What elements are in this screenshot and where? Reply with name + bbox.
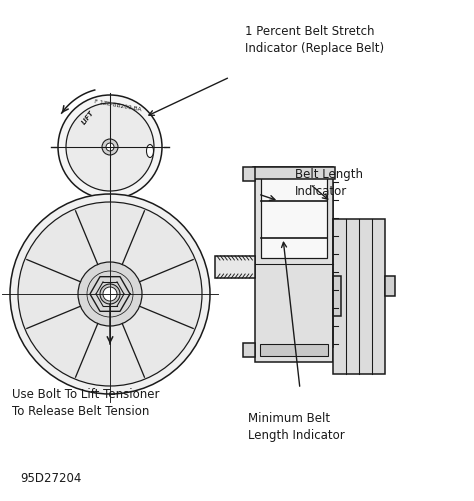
Circle shape xyxy=(78,263,142,326)
Circle shape xyxy=(103,288,117,302)
Circle shape xyxy=(10,194,210,394)
Circle shape xyxy=(102,140,118,156)
Ellipse shape xyxy=(146,145,154,158)
Text: F 1ZE-8B209-BA: F 1ZE-8B209-BA xyxy=(94,99,142,112)
Bar xyxy=(215,257,255,279)
Text: Belt Length
Indicator: Belt Length Indicator xyxy=(295,168,363,197)
Bar xyxy=(333,219,385,374)
Text: 95D27204: 95D27204 xyxy=(20,471,82,484)
Text: Use Bolt To Lift Tensioner
To Release Belt Tension: Use Bolt To Lift Tensioner To Release Be… xyxy=(12,387,159,417)
Circle shape xyxy=(100,285,120,305)
Text: 1 Percent Belt Stretch
Indicator (Replace Belt): 1 Percent Belt Stretch Indicator (Replac… xyxy=(245,25,384,55)
Circle shape xyxy=(106,144,114,152)
Bar xyxy=(261,174,327,259)
Bar xyxy=(253,168,335,180)
Bar xyxy=(333,277,341,316)
Circle shape xyxy=(58,96,162,199)
Bar xyxy=(385,277,395,297)
Bar xyxy=(243,168,255,182)
Bar xyxy=(243,343,255,357)
Text: Minimum Belt
Length Indicator: Minimum Belt Length Indicator xyxy=(248,411,345,441)
Text: LIFT: LIFT xyxy=(81,110,95,126)
Bar xyxy=(255,168,333,362)
Bar xyxy=(260,344,328,356)
Circle shape xyxy=(18,202,202,386)
Circle shape xyxy=(66,104,154,191)
